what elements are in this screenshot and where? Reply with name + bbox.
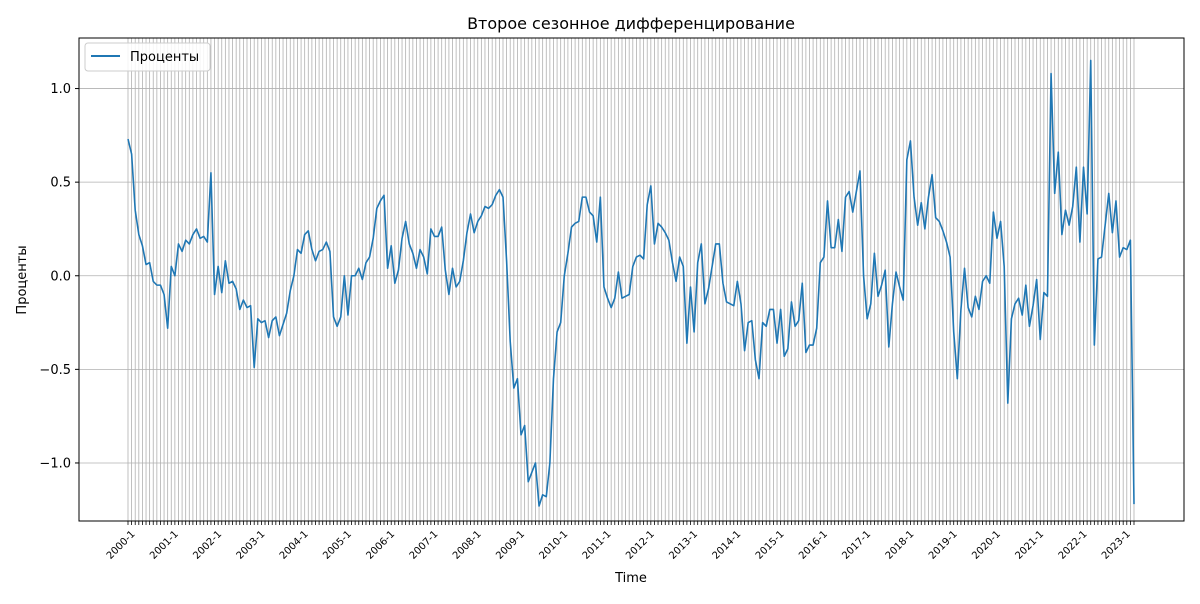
y-tick-label: −0.5: [39, 363, 71, 378]
legend-box: [84, 42, 211, 72]
series-layer: [127, 59, 1135, 507]
x-axis-label: Time: [614, 571, 647, 586]
y-tick-label: 0.5: [50, 176, 71, 191]
grid-layer: [79, 38, 1184, 521]
y-tick-label: −1.0: [39, 456, 71, 471]
legend-label: Проценты: [130, 50, 199, 65]
chart-title: Второе сезонное дифференцирование: [467, 14, 795, 33]
plot-frame: [78, 37, 1185, 522]
y-tick-label: 1.0: [50, 82, 71, 97]
y-tick-label: 0.0: [50, 269, 71, 284]
y-axis-label: Проценты: [15, 245, 30, 314]
series-line-proczenty: [127, 59, 1135, 507]
legend: Проценты: [84, 42, 211, 72]
